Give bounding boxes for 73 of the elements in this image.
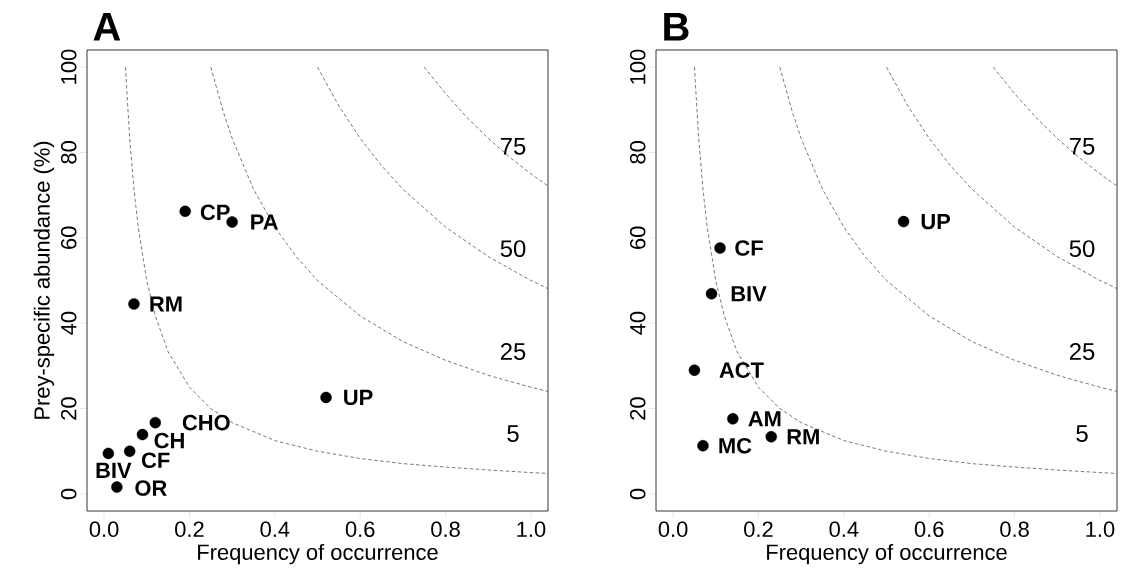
point [179,205,191,218]
point [102,447,115,460]
point [897,215,910,228]
x-tick-label: 0.4 [829,521,859,538]
x-tick-label: 0.2 [744,521,773,538]
x-tick-label: 0.0 [658,521,688,538]
series-label: 25 [1069,343,1095,360]
series-label: 50 [1069,240,1095,258]
line-series [992,66,1118,187]
annotation: CF [141,452,170,468]
x-tick-label: 1.0 [1086,521,1115,538]
annotation: OR [135,480,167,496]
line-series [886,66,1118,289]
point [149,416,161,429]
annotation: MC [719,437,752,454]
x-tick-label: 0.6 [914,521,944,538]
x-tick-label: 0.6 [345,521,375,538]
chart-title: A [93,13,121,41]
y-tick-label: 40 [629,311,646,335]
x-tick-label: 0.8 [1000,521,1029,538]
point [136,428,149,441]
annotation: CHO [182,414,230,431]
point [714,242,726,254]
series-label: 50 [500,240,526,258]
series-label: 5 [1076,425,1088,442]
annotation: BIV [731,286,767,302]
chart-title: B [664,13,689,41]
x-tick-label: 0.4 [260,521,290,538]
y-tick-label: 20 [629,397,646,420]
point [688,364,701,376]
y-tick-label: 60 [629,226,646,249]
point [697,439,709,452]
point [128,298,140,310]
series-label: 25 [500,343,526,360]
line-series [423,66,548,187]
series-label: 5 [507,425,519,442]
point [705,288,718,300]
y-tick-label: 0 [629,488,646,500]
line-series [779,66,1118,392]
annotation: BIV [96,462,132,478]
y-tick-label: 20 [60,397,77,420]
x-axis-title: Frequency of occurrence [767,543,1007,565]
annotation: CH [154,432,184,449]
annotation: CF [735,240,763,256]
annotation: RM [150,296,182,312]
point [765,431,777,443]
y-tick-label: 0 [60,488,77,500]
annotation: UP [344,389,373,406]
point [727,413,739,425]
x-axis-title: Frequency of occurrence [198,543,438,565]
x-tick-label: 1.0 [517,521,546,538]
point [111,481,123,493]
y-tick-label: 80 [60,141,77,164]
x-tick-label: 0.2 [175,521,204,538]
y-tick-label: 80 [629,141,646,164]
y-tick-label: 100 [60,49,77,84]
y-axis-title: Prey-specific abundance (%) [33,141,55,419]
line-series [317,66,548,289]
annotation: UP [921,213,951,230]
x-tick-label: 0.8 [431,521,460,538]
annotation: AM [748,411,781,427]
point [320,391,332,404]
annotation: ACT [719,362,764,378]
series-label: 75 [500,137,526,155]
annotation: RM [787,429,819,445]
annotation: PA [251,214,278,230]
series-label: 75 [1069,137,1095,155]
x-tick-label: 0.0 [89,521,119,538]
y-tick-label: 40 [60,311,77,335]
y-tick-label: 60 [60,226,77,249]
point [123,445,136,457]
y-tick-label: 100 [629,49,646,84]
annotation: CP [200,204,230,221]
